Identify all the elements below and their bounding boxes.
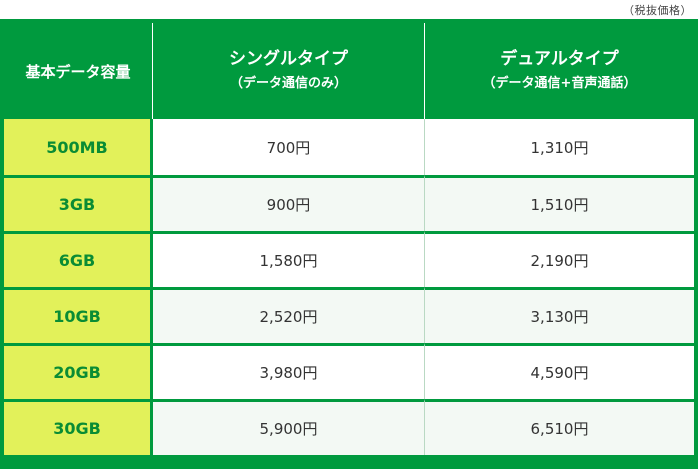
dual-price-cell: 3,130円 xyxy=(425,287,694,343)
table-row: 500MB 700円 1,310円 xyxy=(4,119,694,175)
dual-price-cell: 1,510円 xyxy=(425,175,694,231)
capacity-cell: 6GB xyxy=(4,231,153,287)
table-row: 6GB 1,580円 2,190円 xyxy=(4,231,694,287)
table-row: 30GB 5,900円 6,510円 xyxy=(4,399,694,455)
header-dual-subtitle: （データ通信+音声通話） xyxy=(482,76,637,91)
capacity-cell: 20GB xyxy=(4,343,153,399)
single-price-cell: 3,980円 xyxy=(153,343,425,399)
capacity-cell: 10GB xyxy=(4,287,153,343)
table-row: 10GB 2,520円 3,130円 xyxy=(4,287,694,343)
dual-price-cell: 4,590円 xyxy=(425,343,694,399)
header-single: シングルタイプ （データ通信のみ） xyxy=(153,23,425,119)
capacity-cell: 3GB xyxy=(4,175,153,231)
header-single-subtitle: （データ通信のみ） xyxy=(229,76,347,91)
dual-price-cell: 1,310円 xyxy=(425,119,694,175)
single-price-cell: 1,580円 xyxy=(153,231,425,287)
header-dual-title: デュアルタイプ xyxy=(500,49,619,69)
header-single-title: シングルタイプ xyxy=(229,49,348,69)
tax-note: （税抜価格） xyxy=(623,4,692,17)
single-price-cell: 900円 xyxy=(153,175,425,231)
single-price-cell: 5,900円 xyxy=(153,399,425,455)
header-dual: デュアルタイプ （データ通信+音声通話） xyxy=(425,23,694,119)
table-header-row: 基本データ容量 シングルタイプ （データ通信のみ） デュアルタイプ （データ通信… xyxy=(4,23,694,119)
table-row: 3GB 900円 1,510円 xyxy=(4,175,694,231)
dual-price-cell: 6,510円 xyxy=(425,399,694,455)
single-price-cell: 700円 xyxy=(153,119,425,175)
dual-price-cell: 2,190円 xyxy=(425,231,694,287)
single-price-cell: 2,520円 xyxy=(153,287,425,343)
price-table-frame: 基本データ容量 シングルタイプ （データ通信のみ） デュアルタイプ （データ通信… xyxy=(0,19,698,469)
price-table: 基本データ容量 シングルタイプ （データ通信のみ） デュアルタイプ （データ通信… xyxy=(4,23,694,455)
header-capacity: 基本データ容量 xyxy=(4,23,153,119)
capacity-cell: 500MB xyxy=(4,119,153,175)
table-row: 20GB 3,980円 4,590円 xyxy=(4,343,694,399)
capacity-cell: 30GB xyxy=(4,399,153,455)
